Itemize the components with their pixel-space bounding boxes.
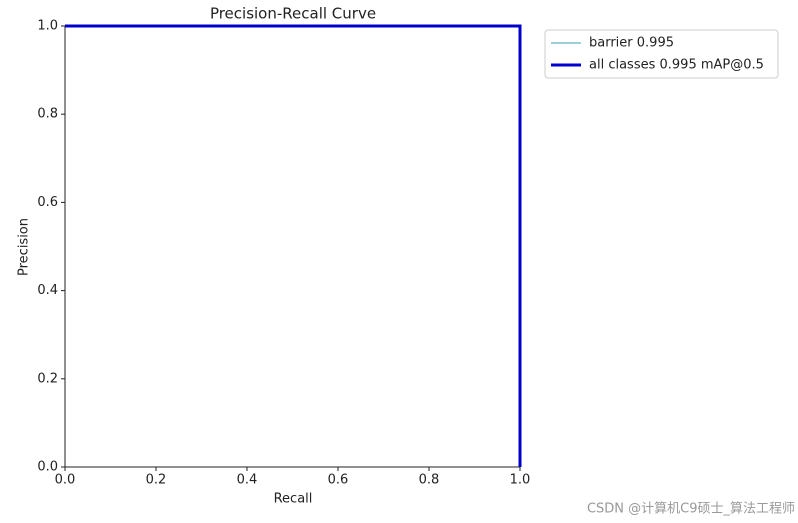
y-tick-label: 0.6	[37, 195, 58, 210]
y-axis-label: Precision	[17, 218, 32, 276]
x-tick-label: 0.8	[419, 473, 440, 488]
x-tick-label: 1.0	[510, 473, 531, 488]
x-tick-label: 0.6	[328, 473, 349, 488]
chart-title: Precision-Recall Curve	[210, 5, 376, 23]
pr-curve	[65, 24, 522, 467]
legend-label: barrier 0.995	[589, 36, 674, 51]
x-tick-label: 0.0	[55, 473, 76, 488]
x-tick-label: 0.2	[146, 473, 167, 488]
y-tick-label: 0.8	[37, 107, 58, 122]
plot-frame	[64, 25, 521, 468]
y-tick-label: 1.0	[37, 19, 58, 34]
legend-label: all classes 0.995 mAP@0.5	[589, 58, 764, 73]
x-tick-label: 0.4	[237, 473, 258, 488]
x-axis-label: Recall	[274, 492, 313, 507]
legend-box	[544, 29, 779, 79]
y-tick-label: 0.4	[37, 283, 58, 298]
y-tick-label: 0.0	[37, 460, 58, 475]
watermark: CSDN @计算机C9硕士_算法工程师	[587, 502, 795, 517]
y-tick-label: 0.2	[37, 371, 58, 386]
pr-curve	[65, 25, 521, 467]
